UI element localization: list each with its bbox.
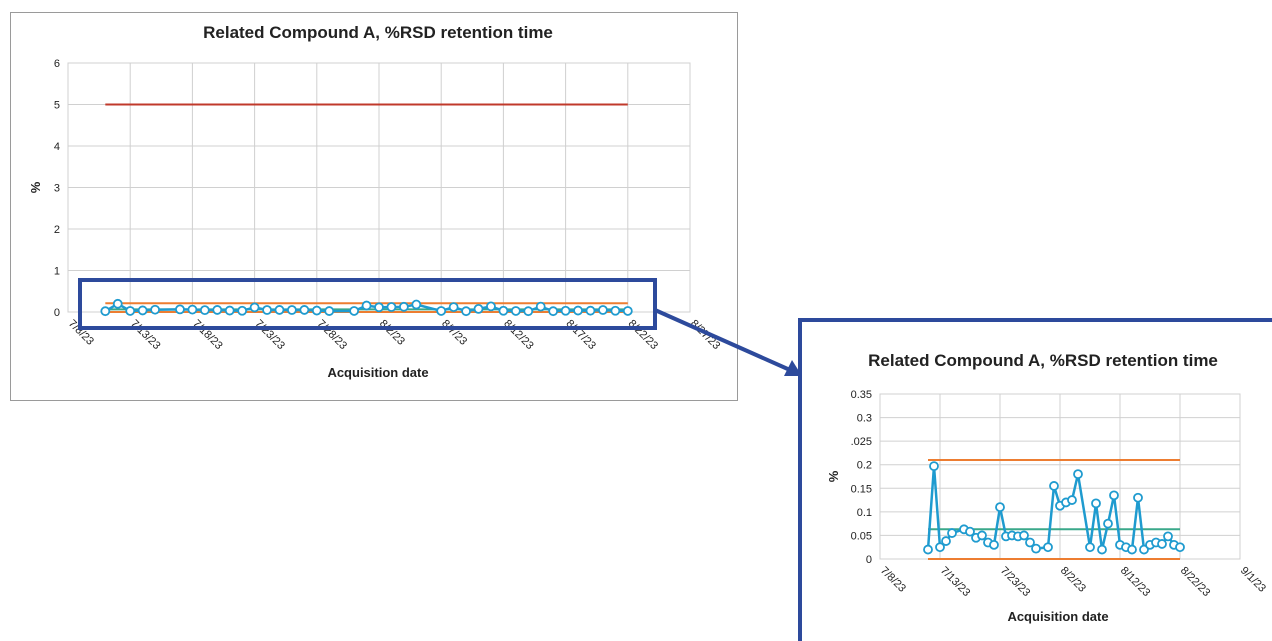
data-point: [212, 305, 223, 315]
data-point: [548, 306, 559, 317]
data-point: [299, 305, 310, 315]
data-point: [137, 305, 148, 316]
data-point: [187, 304, 198, 315]
data-point: [947, 528, 957, 538]
data-point: [324, 306, 335, 316]
data-point: [1043, 542, 1053, 553]
data-point: [1091, 498, 1101, 509]
data-point: [224, 305, 235, 316]
data-point: [150, 304, 160, 315]
y-tick-label: 0.05: [851, 530, 872, 542]
data-point: [1133, 492, 1143, 503]
x-axis-title: Acquisition date: [1007, 609, 1108, 624]
data-point: [1163, 531, 1173, 542]
data-point: [935, 542, 945, 553]
data-point: [374, 302, 384, 313]
data-point: [498, 305, 509, 316]
data-point: [1025, 537, 1035, 548]
data-point: [473, 303, 484, 314]
data-point: [1073, 469, 1083, 480]
zoom-highlight: [78, 278, 657, 330]
data-point: [1157, 539, 1167, 549]
data-point: [1019, 530, 1029, 541]
data-point: [112, 298, 123, 309]
data-point: [1031, 543, 1041, 554]
data-point: [1175, 542, 1185, 553]
data-point: [199, 305, 210, 316]
data-point: [560, 305, 571, 316]
data-point: [585, 305, 596, 316]
data-point: [622, 306, 633, 316]
data-point: [311, 305, 322, 316]
data-point: [461, 306, 471, 317]
data-point: [923, 544, 933, 555]
y-tick-label: 4: [54, 141, 60, 153]
data-point: [1085, 542, 1095, 553]
data-point: [262, 305, 272, 315]
data-point: [1049, 481, 1059, 491]
y-tick-label: 0.2: [857, 460, 872, 472]
data-point: [386, 302, 397, 312]
data-point: [1067, 495, 1077, 505]
data-point: [977, 530, 987, 541]
data-point: [448, 302, 459, 313]
data-point: [249, 302, 260, 313]
data-point: [398, 301, 409, 312]
data-point: [175, 304, 185, 315]
y-tick-label: 1: [54, 266, 60, 278]
zoom-arrow-head: [784, 360, 802, 376]
data-point: [1103, 518, 1113, 529]
data-point: [1097, 544, 1107, 555]
data-point: [523, 306, 534, 317]
y-tick-label: 0.3: [857, 413, 872, 425]
data-point: [1127, 544, 1137, 555]
data-point: [436, 306, 447, 316]
data-point: [989, 539, 999, 550]
y-tick-label: .025: [851, 436, 872, 448]
y-axis-title: %: [28, 181, 43, 193]
data-point: [535, 301, 546, 312]
y-tick-label: 0.35: [851, 389, 872, 401]
y-tick-label: 5: [54, 100, 60, 112]
data-line: [104, 302, 628, 313]
y-tick-label: 0: [54, 307, 60, 319]
y-tick-label: 3: [54, 183, 60, 195]
x-axis-title: Acquisition date: [327, 365, 428, 380]
data-point: [100, 306, 111, 317]
data-point: [411, 299, 422, 310]
y-tick-label: 0.1: [857, 507, 872, 519]
data-point: [610, 305, 621, 316]
data-point: [573, 305, 583, 316]
zoom-arrow: [654, 308, 791, 372]
y-tick-label: 2: [54, 224, 60, 236]
y-axis-title: %: [826, 470, 841, 482]
data-point: [965, 526, 975, 537]
data-point: [995, 502, 1005, 513]
y-tick-label: 0.15: [851, 483, 872, 495]
data-point: [929, 461, 939, 472]
y-tick-label: 0: [866, 554, 872, 566]
data-point: [349, 306, 360, 316]
data-point: [486, 301, 496, 312]
chart-title: Related Compound A, %RSD retention time: [868, 351, 1218, 370]
data-point: [125, 306, 136, 316]
chart-title: Related Compound A, %RSD retention time: [203, 23, 553, 42]
data-point: [237, 305, 248, 316]
data-point: [510, 306, 521, 316]
data-point: [274, 305, 285, 315]
data-point: [598, 305, 608, 315]
data-point: [361, 300, 372, 311]
y-tick-label: 6: [54, 58, 60, 70]
data-point: [941, 536, 951, 546]
data-point: [1109, 490, 1119, 501]
data-point: [287, 305, 297, 315]
